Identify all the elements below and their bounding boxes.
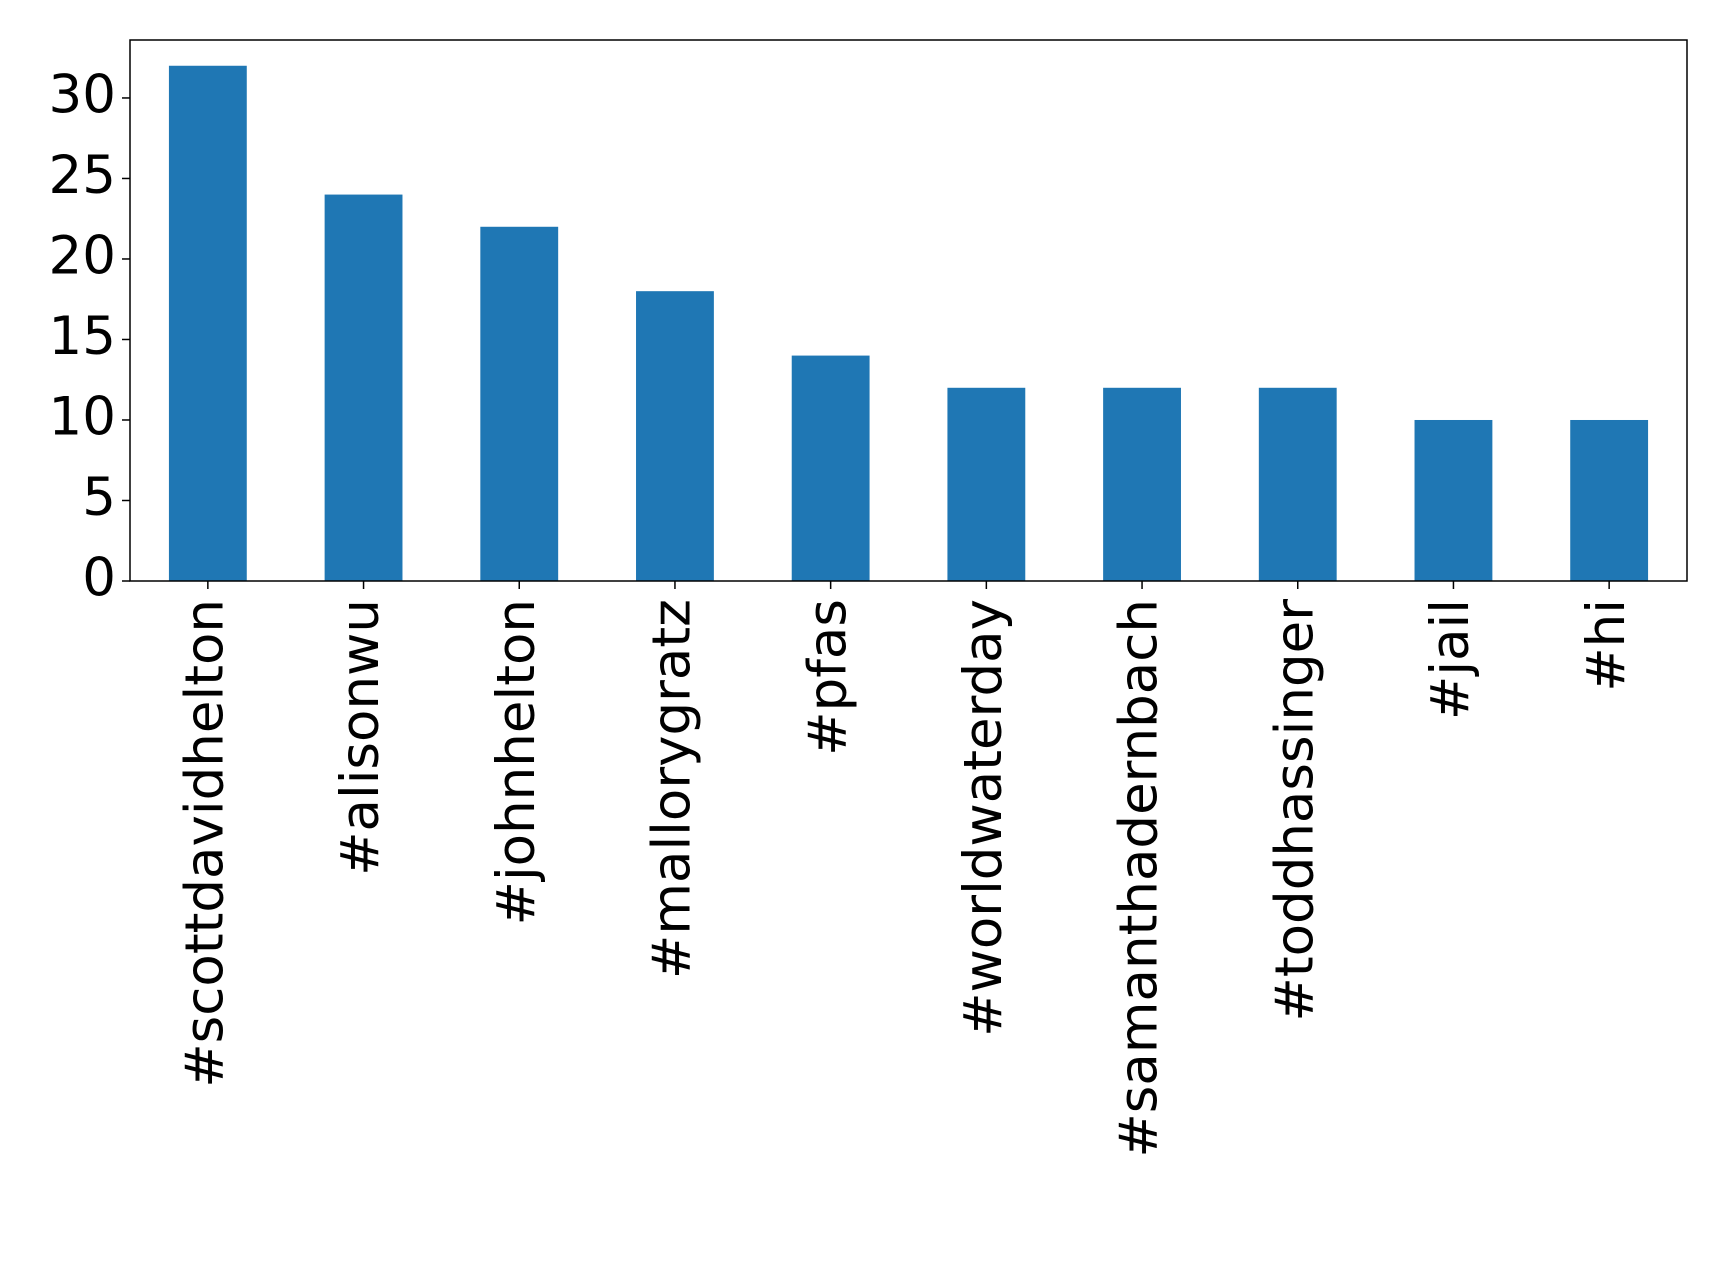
y-tick-label: 30	[49, 65, 116, 126]
x-tick-label: #mallorygratz	[642, 599, 703, 979]
y-tick-label: 20	[49, 226, 116, 287]
y-tick-label: 0	[82, 548, 116, 609]
y-tick-label: 10	[49, 387, 116, 448]
plot-frame	[129, 39, 1688, 582]
bar	[1258, 387, 1337, 581]
bar	[1103, 387, 1181, 581]
bar	[1414, 419, 1493, 581]
x-tick-label: #scottdavidhelton	[174, 599, 235, 1088]
bar	[168, 65, 247, 581]
x-tick-label: #alisonwu	[330, 599, 391, 876]
bar	[324, 194, 403, 582]
x-tick-label: #worldwaterday	[953, 599, 1014, 1037]
x-tick-label: #johnhelton	[486, 599, 547, 925]
x-tick-label: #hi	[1576, 599, 1637, 692]
y-tick-label: 25	[49, 145, 116, 206]
bar	[480, 226, 559, 581]
bar	[791, 355, 870, 581]
bar	[947, 387, 1026, 581]
x-tick-label: #jail	[1420, 599, 1481, 720]
x-tick-label: #pfas	[797, 599, 858, 756]
y-tick-label: 15	[49, 306, 116, 367]
x-tick-label: #samanthadernbach	[1109, 599, 1170, 1158]
bar	[636, 291, 714, 581]
bar	[1570, 419, 1649, 581]
x-tick-label: #toddhassinger	[1264, 599, 1325, 1022]
y-tick-label: 5	[82, 467, 116, 528]
